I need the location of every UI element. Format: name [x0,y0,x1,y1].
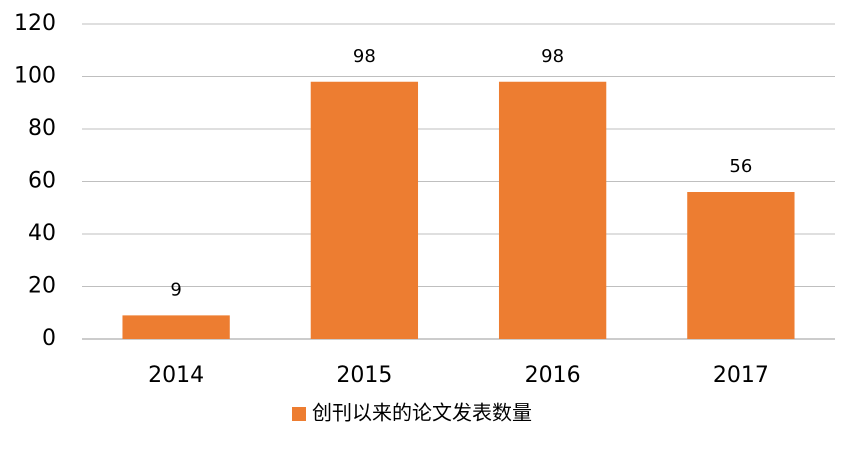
y-tick-label: 40 [28,221,56,246]
y-tick-label: 60 [28,169,56,194]
legend-label: 创刊以来的论文发表数量 [312,401,532,425]
data-label: 98 [353,46,376,67]
data-label: 98 [541,46,564,67]
data-label: 9 [170,279,181,300]
bar [687,192,795,339]
y-tick-label: 100 [14,64,56,89]
x-tick-label: 2016 [525,363,581,388]
legend-swatch [292,407,306,421]
data-label: 56 [729,156,752,177]
bar [310,81,419,339]
x-tick-label: 2015 [336,363,392,388]
bar [122,315,230,339]
x-tick-label: 2014 [148,363,204,388]
y-tick-label: 120 [14,11,56,36]
y-tick-label: 80 [28,116,56,141]
y-tick-label: 0 [42,326,56,351]
y-tick-label: 20 [28,274,56,299]
x-tick-label: 2017 [713,363,769,388]
bar [498,81,607,339]
